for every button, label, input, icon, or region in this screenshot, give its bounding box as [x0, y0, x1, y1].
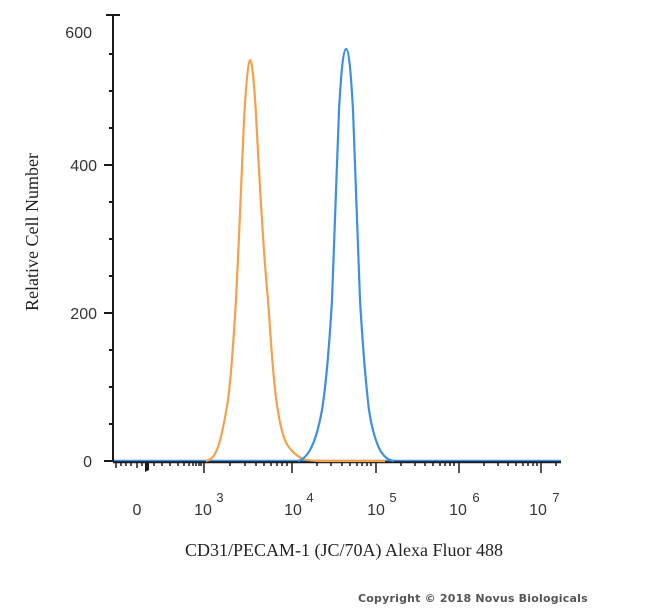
series-orange-histogram	[205, 58, 385, 463]
series-blue-histogram	[297, 47, 395, 463]
y-tick-label-200: 200	[70, 306, 97, 323]
x-tick-label-1e6: 10	[449, 502, 467, 519]
y-tick-label-400: 400	[70, 158, 97, 175]
x-tick-exp-1e3: 3	[216, 490, 223, 505]
x-tick-exp-1e4: 4	[306, 490, 313, 505]
x-tick-label-1e3: 10	[194, 502, 212, 519]
x-tick-label-1e7: 10	[529, 502, 547, 519]
x-tick-label-0: 0	[133, 502, 142, 519]
x-tick-labels: 0 10 3 10 4 10 5 10 6 10 7	[133, 490, 560, 519]
y-axis	[104, 14, 120, 462]
y-axis-title: Relative Cell Number	[22, 153, 42, 311]
x-tick-label-1e5: 10	[367, 502, 385, 519]
x-tick-exp-1e7: 7	[552, 490, 559, 505]
x-tick-exp-1e6: 6	[472, 490, 479, 505]
x-tick-exp-1e5: 5	[389, 490, 396, 505]
y-tick-label-600: 600	[65, 25, 92, 42]
copyright-notice: Copyright © 2018 Novus Biologicals	[358, 592, 588, 605]
x-axis-title: CD31/PECAM-1 (JC/70A) Alexa Fluor 488	[185, 540, 503, 561]
y-tick-label-0: 0	[83, 454, 92, 471]
x-tick-label-1e4: 10	[284, 502, 302, 519]
x-axis	[113, 460, 561, 473]
